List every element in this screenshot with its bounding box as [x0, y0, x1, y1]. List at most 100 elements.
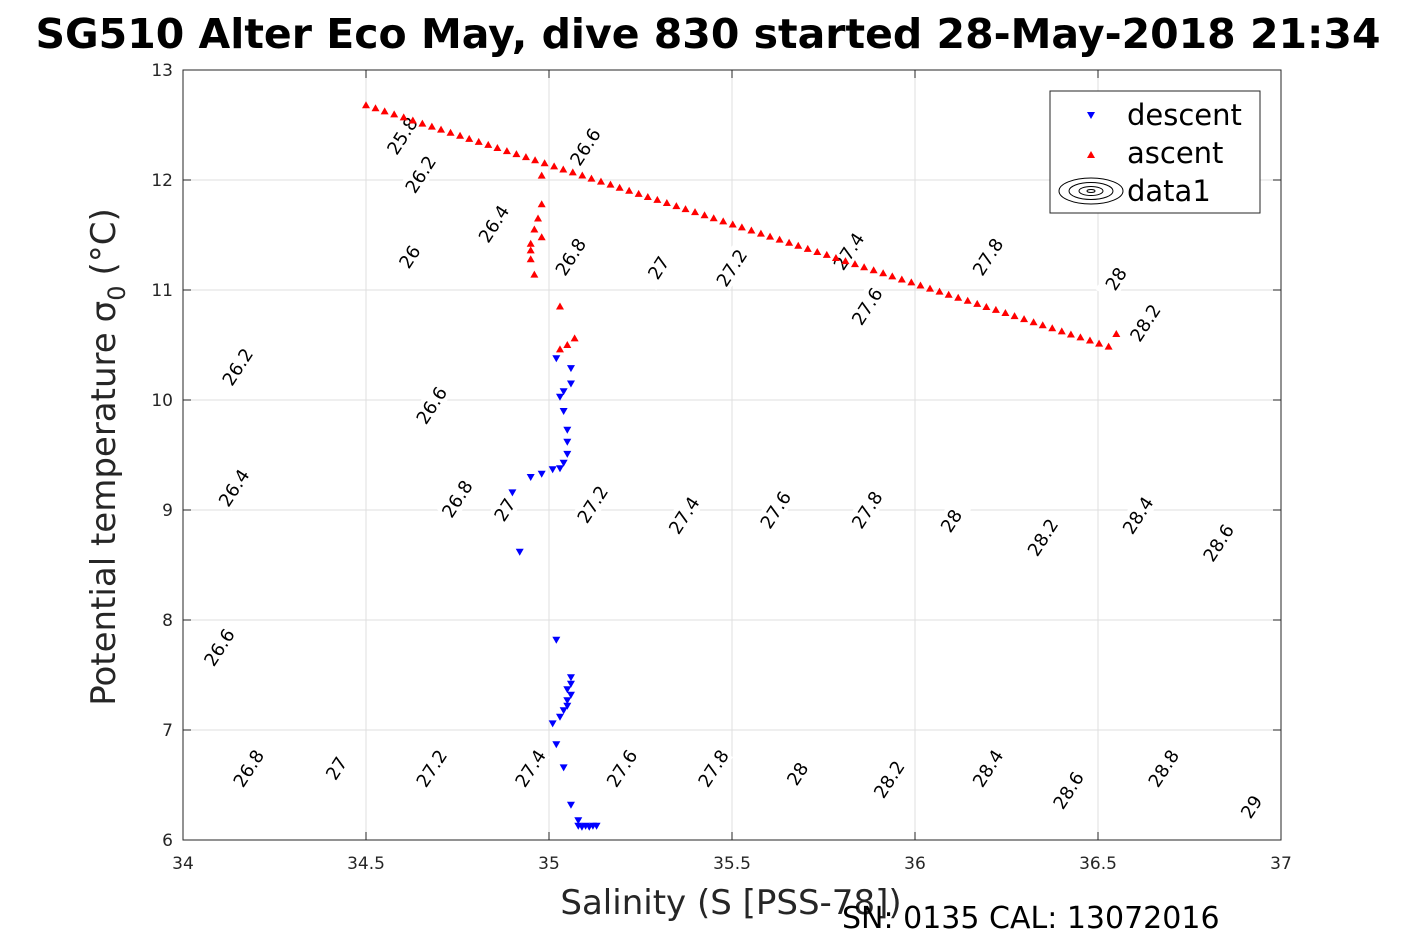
contour-label-bg	[436, 475, 477, 522]
ascent-point	[700, 211, 709, 219]
ascent-point	[587, 174, 596, 182]
ascent-point	[427, 122, 436, 130]
contour-label-bg	[216, 343, 258, 390]
legend-descent-label: descent	[1127, 98, 1242, 132]
descent-point	[563, 702, 572, 710]
contour-label-bg	[776, 750, 818, 797]
contour-label-bg	[967, 233, 1008, 280]
ascent-point	[879, 269, 888, 277]
contour-label-bg	[1047, 767, 1088, 813]
ascent-point	[822, 250, 831, 258]
contour-label-bg	[1124, 299, 1165, 346]
ascent-point	[944, 290, 953, 298]
ascent-point	[399, 113, 408, 121]
descent-point	[566, 365, 575, 373]
ascent-point	[418, 119, 427, 127]
ascent-point	[831, 253, 840, 261]
descent-point	[563, 686, 572, 694]
contour-label-bg	[410, 382, 452, 428]
y-tick-label: 13	[151, 61, 173, 81]
y-axis-label-subscript: 0	[103, 285, 131, 300]
ascent-point	[1038, 321, 1047, 329]
ascent-point	[578, 171, 587, 179]
ascent-point	[634, 189, 643, 197]
ascent-point	[512, 150, 521, 158]
ascent-point	[570, 334, 579, 342]
ascent-point	[568, 168, 577, 176]
ascent-point	[813, 247, 822, 255]
ascent-point	[643, 192, 652, 200]
descent-point	[566, 801, 575, 809]
contour-label-bg	[1117, 492, 1158, 538]
contour-label-bg	[484, 486, 525, 533]
ascent-point	[526, 246, 535, 254]
contour-label-bg	[601, 745, 642, 791]
x-axis-label: Salinity (S [PSS-78])	[560, 883, 901, 923]
legend-ascent-marker	[1087, 151, 1095, 158]
ascent-point	[907, 278, 916, 286]
ascent-point	[537, 233, 546, 241]
ascent-point	[474, 137, 483, 145]
descent-point	[566, 674, 575, 682]
ascent-point	[691, 208, 700, 216]
descent-point	[526, 474, 535, 481]
ascent-point	[747, 226, 756, 234]
ascent-point	[1095, 339, 1104, 347]
ascent-point	[1048, 324, 1057, 332]
ascent-point	[550, 162, 559, 170]
ascent-point	[606, 180, 615, 188]
ascent-point	[869, 266, 878, 274]
ascent-point	[530, 225, 539, 233]
contour-label-bg	[571, 481, 613, 527]
x-tick-label: 35.5	[713, 854, 751, 874]
contour-label-bg	[550, 233, 591, 280]
ascent-point	[531, 156, 540, 164]
legend-data1-label: data1	[1127, 174, 1211, 208]
ascent-point	[737, 223, 746, 231]
y-axis-label-unit: (°C)	[84, 208, 124, 275]
contour-label-bg	[473, 200, 514, 247]
ascent-point	[954, 293, 963, 301]
descent-point	[548, 720, 557, 728]
contour-label-bg	[388, 233, 430, 280]
contour-label-bg	[399, 151, 441, 197]
descent-point	[559, 707, 568, 715]
ascent-point	[534, 214, 543, 222]
descent-point	[559, 764, 568, 772]
descent-point	[559, 408, 568, 415]
descent-point	[559, 459, 568, 467]
x-tick-label: 34.5	[347, 854, 385, 874]
contour-label-bg	[967, 745, 1008, 791]
ascent-point	[390, 110, 399, 118]
data-series	[362, 101, 1121, 831]
ascent-point	[1085, 336, 1094, 344]
ascent-point	[973, 299, 982, 307]
ascent-point	[916, 281, 925, 289]
legend: descent ascent data1	[1049, 90, 1261, 214]
ascent-point	[1010, 312, 1019, 320]
contour-label-bg	[410, 745, 452, 791]
ascent-point	[756, 229, 765, 237]
ascent-point	[766, 232, 775, 240]
ascent-point	[465, 134, 474, 142]
ascent-point	[526, 255, 535, 263]
contour-label-bg	[1022, 514, 1063, 560]
contour-label-bg	[868, 756, 909, 802]
descent-point	[563, 697, 572, 705]
y-tick-label: 7	[162, 721, 173, 741]
contour-label-bg	[509, 745, 550, 791]
descent-point	[566, 691, 575, 699]
ascent-point	[540, 159, 549, 167]
y-axis-label-text: Potential temperature	[84, 332, 124, 705]
ascent-point	[537, 200, 546, 208]
ascent-point	[653, 195, 662, 203]
ascent-point	[1104, 342, 1113, 350]
contour-label-bg	[1142, 745, 1184, 791]
y-tick-label: 10	[151, 391, 173, 411]
ascent-point	[963, 296, 972, 304]
legend-contour-icon	[1058, 177, 1124, 205]
axis-ticks: 34 34.5 35 35.5 36 36.5 37 6 7 8 9 10 11 12 13	[151, 61, 1291, 874]
ascent-point	[563, 341, 572, 348]
contour-label-bg	[692, 745, 733, 791]
ascent-point	[526, 239, 535, 247]
